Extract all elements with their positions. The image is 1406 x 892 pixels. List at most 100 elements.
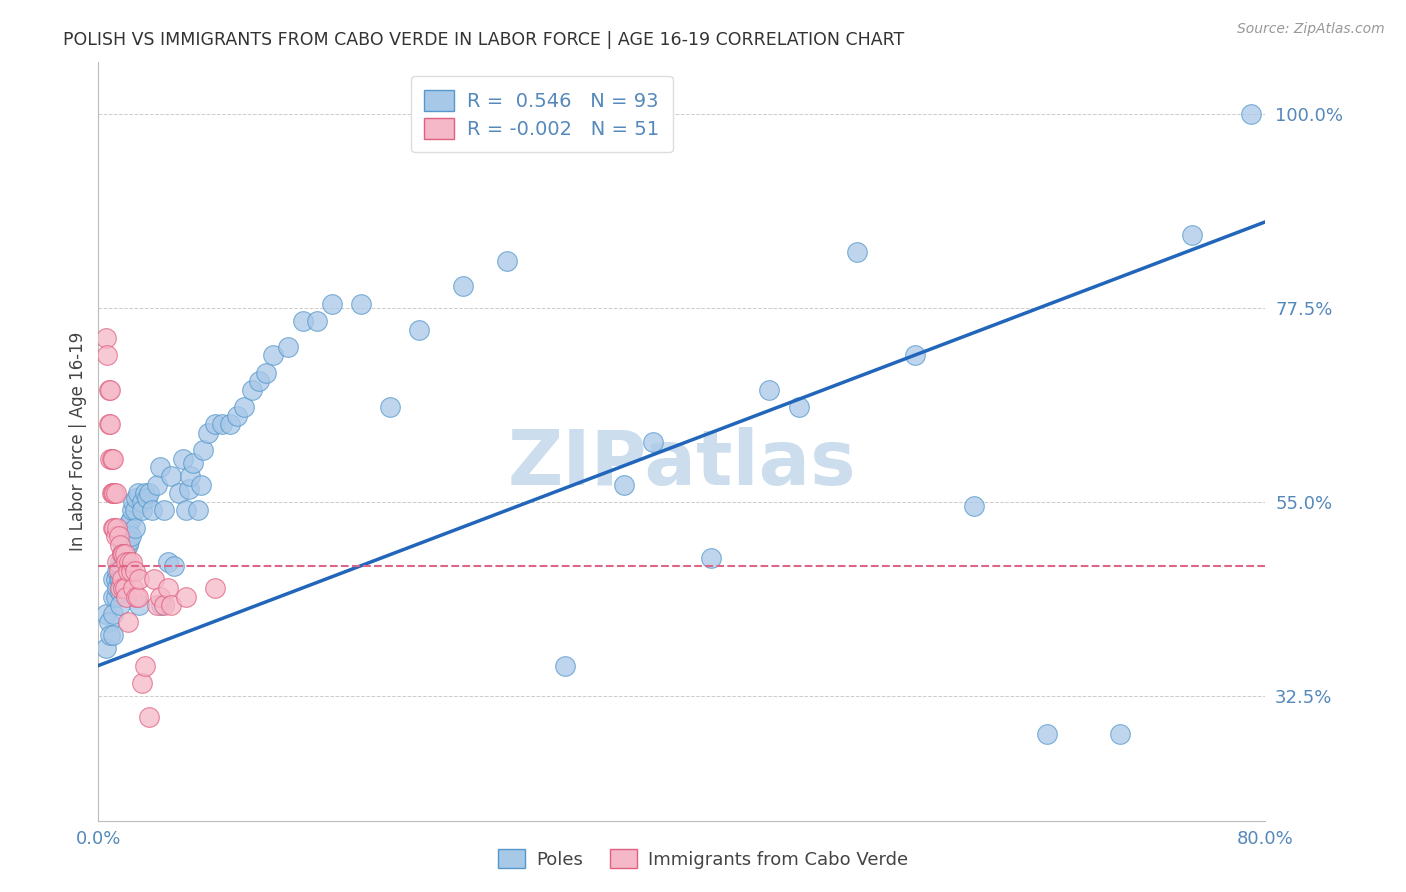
Point <box>141 503 163 517</box>
Point <box>110 555 132 569</box>
Point <box>117 615 139 630</box>
Point <box>240 383 263 397</box>
Point <box>1240 107 1263 121</box>
Point <box>118 533 141 548</box>
Text: POLISH VS IMMIGRANTS FROM CABO VERDE IN LABOR FORCE | AGE 16-19 CORRELATION CHAR: POLISH VS IMMIGRANTS FROM CABO VERDE IN … <box>63 31 904 49</box>
Point <box>758 383 780 397</box>
Point <box>167 486 190 500</box>
Point <box>114 581 136 595</box>
Point <box>612 477 634 491</box>
Point <box>496 253 519 268</box>
Point <box>124 503 146 517</box>
Point <box>111 564 134 578</box>
Point <box>110 573 132 587</box>
Point <box>98 451 121 466</box>
Point <box>157 581 180 595</box>
Point <box>124 564 146 578</box>
Point <box>174 590 197 604</box>
Point <box>94 641 117 656</box>
Point <box>146 477 169 491</box>
Point <box>105 521 128 535</box>
Point <box>247 374 270 388</box>
Point <box>451 279 474 293</box>
Point <box>554 658 576 673</box>
Point <box>193 443 215 458</box>
Point <box>128 573 150 587</box>
Point <box>114 564 136 578</box>
Point <box>97 615 120 630</box>
Point <box>179 469 201 483</box>
Point <box>146 599 169 613</box>
Point <box>218 417 240 432</box>
Point <box>110 585 132 599</box>
Point <box>112 555 135 569</box>
Point <box>350 296 373 310</box>
Y-axis label: In Labor Force | Age 16-19: In Labor Force | Age 16-19 <box>69 332 87 551</box>
Point <box>127 590 149 604</box>
Legend: R =  0.546   N = 93, R = -0.002   N = 51: R = 0.546 N = 93, R = -0.002 N = 51 <box>411 76 673 153</box>
Point <box>115 529 138 543</box>
Point <box>160 599 183 613</box>
Point <box>127 486 149 500</box>
Point <box>124 521 146 535</box>
Point <box>254 366 277 380</box>
Point <box>380 400 402 414</box>
Point <box>157 555 180 569</box>
Point <box>117 538 139 552</box>
Point <box>104 573 127 587</box>
Point <box>101 607 124 621</box>
Point <box>101 521 124 535</box>
Point <box>160 469 183 483</box>
Point <box>121 503 143 517</box>
Point <box>131 495 153 509</box>
Point <box>277 340 299 354</box>
Point <box>101 628 124 642</box>
Point <box>187 503 209 517</box>
Point <box>101 590 124 604</box>
Point <box>108 573 131 587</box>
Point <box>110 581 132 595</box>
Point <box>131 503 153 517</box>
Point <box>190 477 212 491</box>
Point <box>134 486 156 500</box>
Point <box>846 245 869 260</box>
Point <box>233 400 256 414</box>
Point <box>135 491 157 505</box>
Point <box>321 296 343 310</box>
Point <box>1108 727 1130 741</box>
Point <box>104 529 127 543</box>
Point <box>150 599 173 613</box>
Point <box>100 486 122 500</box>
Point <box>96 348 118 362</box>
Point <box>121 555 143 569</box>
Point <box>104 590 127 604</box>
Point <box>101 451 124 466</box>
Point <box>97 417 120 432</box>
Point <box>291 314 314 328</box>
Point <box>101 486 124 500</box>
Point <box>211 417 233 432</box>
Point <box>125 590 148 604</box>
Point <box>94 607 117 621</box>
Point <box>111 547 134 561</box>
Point <box>110 538 132 552</box>
Point <box>100 451 122 466</box>
Point <box>174 503 197 517</box>
Point <box>204 581 226 595</box>
Point <box>120 564 142 578</box>
Point <box>197 425 219 440</box>
Point <box>131 675 153 690</box>
Point <box>153 503 176 517</box>
Point <box>120 529 142 543</box>
Point <box>105 581 128 595</box>
Point <box>904 348 927 362</box>
Point <box>110 599 132 613</box>
Point <box>108 529 131 543</box>
Point <box>118 555 141 569</box>
Point <box>117 524 139 539</box>
Point <box>307 314 329 328</box>
Point <box>138 710 160 724</box>
Point <box>114 529 136 543</box>
Point <box>104 486 127 500</box>
Point <box>408 322 430 336</box>
